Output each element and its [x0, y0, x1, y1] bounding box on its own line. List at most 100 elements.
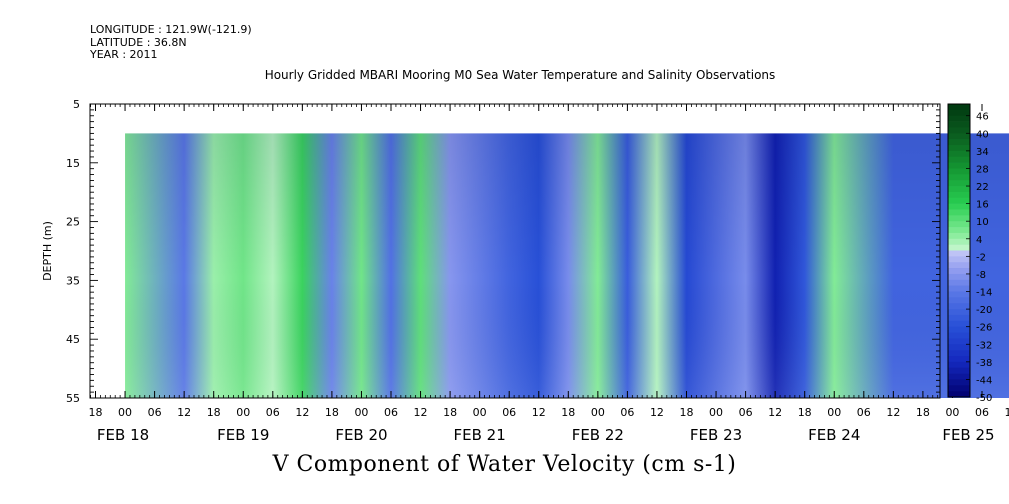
colorbar-segment — [948, 215, 970, 222]
x-day-label: FEB 24 — [808, 426, 860, 444]
colorbar-segment — [948, 244, 970, 251]
colorbar-segment — [948, 320, 970, 327]
x-hour-tick-label: 06 — [739, 406, 753, 419]
colorbar-tick-label: -44 — [976, 375, 992, 386]
x-day-label: FEB 20 — [335, 426, 387, 444]
colorbar-segment — [948, 227, 970, 234]
colorbar-segment — [948, 344, 970, 351]
colorbar-segment — [948, 174, 970, 181]
x-hour-tick-label: 18 — [798, 406, 812, 419]
x-hour-tick-label: 18 — [680, 406, 694, 419]
chart-title: Hourly Gridded MBARI Mooring M0 Sea Wate… — [264, 68, 776, 82]
x-hour-tick-label: 12 — [1005, 406, 1009, 419]
colorbar-segment — [948, 109, 970, 117]
x-hour-tick-label: 00 — [591, 406, 605, 419]
colorbar-segment — [948, 367, 970, 374]
x-hour-tick-label: 00 — [118, 406, 132, 419]
x-hour-tick-label: 12 — [650, 406, 664, 419]
colorbar-tick-label: 4 — [976, 235, 982, 246]
x-hour-tick-label: 06 — [266, 406, 280, 419]
colorbar-segment — [948, 186, 970, 193]
colorbar-segment — [948, 209, 970, 216]
x-hour-tick-label: 18 — [443, 406, 457, 419]
colorbar-tick-label: 10 — [976, 217, 989, 228]
y-axis-label: DEPTH (m) — [41, 221, 54, 281]
x-hour-tick-label: 12 — [886, 406, 900, 419]
colorbar-segment — [948, 268, 970, 275]
colorbar-segment — [948, 385, 970, 392]
colorbar-tick-label: 22 — [976, 182, 989, 193]
colorbar-tick-label: -2 — [976, 252, 986, 263]
colorbar-segment — [948, 150, 970, 158]
colorbar-tick-label: 40 — [976, 129, 989, 140]
colorbar-segment — [948, 373, 970, 380]
colorbar-segment — [948, 191, 970, 199]
colorbar-segment — [948, 121, 970, 128]
x-day-label: FEB 18 — [97, 426, 149, 444]
colorbar-tick-label: 16 — [976, 200, 989, 211]
colorbar-segment — [948, 115, 970, 122]
colorbar-segment — [948, 162, 970, 169]
colorbar-segment — [948, 250, 970, 257]
colorbar-segment — [948, 168, 970, 175]
colorbar-tick-label: 28 — [976, 164, 989, 175]
x-day-label: FEB 23 — [690, 426, 742, 444]
x-hour-tick-label: 00 — [473, 406, 487, 419]
colorbar-segment — [948, 297, 970, 304]
heatmap-depth-shading — [125, 133, 1009, 398]
x-hour-tick-label: 00 — [354, 406, 368, 419]
x-hour-tick-label: 00 — [236, 406, 250, 419]
velocity-heatmap-chart: 18 00 06 12 18 00 06 12 18 00 06 12 18 00 06 12 18 00 06 12… — [41, 98, 1009, 444]
colorbar-segment — [948, 180, 970, 187]
y-tick-label: 55 — [66, 392, 80, 405]
colorbar-segment — [948, 232, 970, 240]
colorbar-segment — [948, 332, 970, 339]
x-hour-tick-label: 18 — [325, 406, 339, 419]
x-hour-tick-label: 00 — [827, 406, 841, 419]
colorbar-segment — [948, 133, 970, 140]
colorbar-tick-label: -14 — [976, 288, 992, 299]
x-hour-tick-label: 00 — [945, 406, 959, 419]
colorbar-segment — [948, 262, 970, 269]
colorbar-tick-label: -26 — [976, 323, 992, 334]
colorbar-segment — [948, 314, 970, 322]
colorbar-segment — [948, 127, 970, 134]
colorbar-segment — [948, 203, 970, 210]
colorbar-segment — [948, 279, 970, 286]
colorbar-segment — [948, 197, 970, 204]
x-day-label: FEB 21 — [454, 426, 506, 444]
y-tick-label: 15 — [66, 157, 80, 170]
colorbar-segment — [948, 291, 970, 298]
colorbar-tick-label: 46 — [976, 112, 989, 123]
colorbar-tick-label: -20 — [976, 305, 992, 316]
colorbar-segment — [948, 391, 970, 398]
colorbar-segment — [948, 221, 970, 228]
colorbar-segment — [948, 285, 970, 292]
colorbar-segment — [948, 338, 970, 345]
colorbar-frame — [947, 103, 971, 398]
colorbar-tick-label: -50 — [976, 393, 992, 404]
x-hour-tick-label: 18 — [89, 406, 103, 419]
colorbar-tick-label: 34 — [976, 147, 989, 158]
colorbar-segment — [948, 326, 970, 333]
x-hour-tick-label: 12 — [414, 406, 428, 419]
colorbar-segment — [948, 355, 970, 363]
latitude-label: LATITUDE : 36.8N — [90, 35, 187, 49]
heatmap-field — [125, 133, 1009, 398]
colorbar-segment — [948, 361, 970, 368]
colorbar-segment — [948, 145, 970, 152]
x-hour-tick-label: 12 — [177, 406, 191, 419]
x-day-label: FEB 25 — [942, 426, 994, 444]
y-tick-label: 5 — [73, 98, 80, 111]
variable-title: V Component of Water Velocity (cm s-1) — [272, 452, 737, 477]
x-hour-tick-label: 18 — [916, 406, 930, 419]
x-hour-tick-label: 12 — [532, 406, 546, 419]
colorbar-segment — [948, 104, 970, 111]
x-hour-tick-label: 06 — [148, 406, 162, 419]
colorbar-segment — [948, 156, 970, 163]
x-hour-tick-label: 12 — [295, 406, 309, 419]
y-tick-label: 45 — [66, 333, 80, 346]
x-day-label: FEB 22 — [572, 426, 624, 444]
colorbar-segment — [948, 350, 970, 357]
x-hour-tick-label: 12 — [768, 406, 782, 419]
